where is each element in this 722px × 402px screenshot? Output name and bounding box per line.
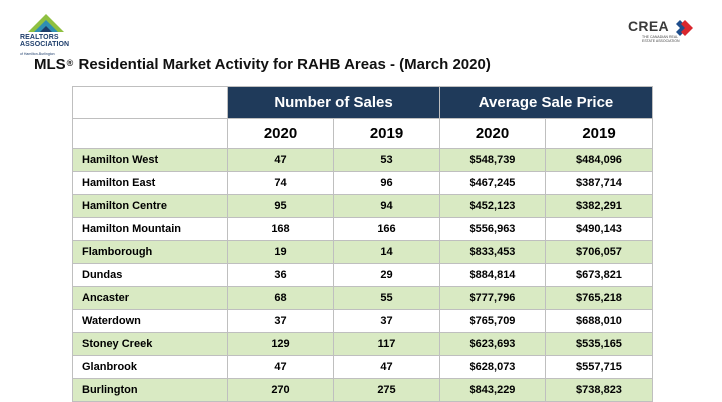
area-name: Burlington: [72, 378, 228, 402]
price-2020: $843,229: [439, 378, 546, 402]
sales-2019: 37: [333, 309, 440, 333]
area-name: Hamilton Mountain: [72, 217, 228, 241]
sales-2019: 47: [333, 355, 440, 379]
price-2020: $556,963: [439, 217, 546, 241]
price-2019: $688,010: [545, 309, 653, 333]
price-2019: $738,823: [545, 378, 653, 402]
rahb-brand-line2: ASSOCIATION: [20, 41, 70, 48]
title-prefix: MLS: [34, 56, 66, 73]
crea-wordmark: CREA: [628, 18, 669, 34]
crea-arrow-logo-icon: [676, 20, 693, 36]
price-2019: $535,165: [545, 332, 653, 356]
sales-2020: 68: [227, 286, 334, 310]
sales-2020: 168: [227, 217, 334, 241]
price-2019: $382,291: [545, 194, 653, 218]
price-2019: $765,218: [545, 286, 653, 310]
area-name: Hamilton East: [72, 171, 228, 195]
sales-2019: 96: [333, 171, 440, 195]
table-row: Hamilton West 47 53 $548,739 $484,096: [72, 148, 653, 172]
area-name: Hamilton West: [72, 148, 228, 172]
price-2020: $765,709: [439, 309, 546, 333]
group-header-sales: Number of Sales: [227, 86, 440, 119]
table-row: Dundas 36 29 $884,814 $673,821: [72, 263, 653, 287]
table-row: Burlington 270 275 $843,229 $738,823: [72, 378, 653, 402]
price-2020: $628,073: [439, 355, 546, 379]
market-activity-table: Number of Sales Average Sale Price 2020 …: [72, 86, 653, 402]
price-2019: $387,714: [545, 171, 653, 195]
price-2019: $706,057: [545, 240, 653, 264]
sales-2019: 275: [333, 378, 440, 402]
price-2019: $673,821: [545, 263, 653, 287]
area-name: Waterdown: [72, 309, 228, 333]
rahb-logo: REALTORS ASSOCIATION of Hamilton-Burling…: [20, 12, 72, 60]
table-row: Hamilton Centre 95 94 $452,123 $382,291: [72, 194, 653, 218]
area-name: Flamborough: [72, 240, 228, 264]
price-2020: $884,814: [439, 263, 546, 287]
year-blank-cell: [72, 118, 228, 149]
sales-2020: 129: [227, 332, 334, 356]
table-row: Ancaster 68 55 $777,796 $765,218: [72, 286, 653, 310]
area-name: Ancaster: [72, 286, 228, 310]
crea-logo: CREA The Canadian Real Estate Associatio…: [628, 18, 700, 50]
year-header-price-2020: 2020: [439, 118, 546, 149]
sales-2019: 55: [333, 286, 440, 310]
price-2020: $548,739: [439, 148, 546, 172]
price-2020: $467,245: [439, 171, 546, 195]
area-name: Dundas: [72, 263, 228, 287]
area-name: Stoney Creek: [72, 332, 228, 356]
year-header-sales-2020: 2020: [227, 118, 334, 149]
sales-2020: 47: [227, 148, 334, 172]
sales-2020: 36: [227, 263, 334, 287]
sales-2020: 19: [227, 240, 334, 264]
area-name: Glanbrook: [72, 355, 228, 379]
price-2020: $777,796: [439, 286, 546, 310]
price-2020: $452,123: [439, 194, 546, 218]
sales-2020: 37: [227, 309, 334, 333]
year-header-price-2019: 2019: [545, 118, 653, 149]
area-name: Hamilton Centre: [72, 194, 228, 218]
crea-subtitle: The Canadian Real Estate Association: [642, 35, 680, 43]
sales-2019: 14: [333, 240, 440, 264]
table-row: Hamilton East 74 96 $467,245 $387,714: [72, 171, 653, 195]
price-2020: $833,453: [439, 240, 546, 264]
table-row: Glanbrook 47 47 $628,073 $557,715: [72, 355, 653, 379]
sales-2019: 53: [333, 148, 440, 172]
header-blank-cell: [72, 86, 228, 119]
table-row: Waterdown 37 37 $765,709 $688,010: [72, 309, 653, 333]
sales-2020: 74: [227, 171, 334, 195]
year-header-sales-2019: 2019: [333, 118, 440, 149]
price-2020: $623,693: [439, 332, 546, 356]
rahb-logo-text: REALTORS ASSOCIATION: [20, 34, 80, 48]
sales-2019: 94: [333, 194, 440, 218]
price-2019: $557,715: [545, 355, 653, 379]
rahb-tagline: of Hamilton-Burlington: [20, 52, 55, 56]
sales-2019: 166: [333, 217, 440, 241]
group-header-price: Average Sale Price: [439, 86, 653, 119]
table-row: Hamilton Mountain 168 166 $556,963 $490,…: [72, 217, 653, 241]
sales-2020: 95: [227, 194, 334, 218]
rahb-brand-line1: REALTORS: [20, 34, 59, 41]
title-text: Residential Market Activity for RAHB Are…: [78, 56, 491, 73]
price-2019: $484,096: [545, 148, 653, 172]
registered-mark: ®: [66, 58, 74, 68]
sales-2020: 270: [227, 378, 334, 402]
sales-2019: 117: [333, 332, 440, 356]
sales-2020: 47: [227, 355, 334, 379]
page-title: MLS® Residential Market Activity for RAH…: [34, 56, 491, 73]
house-roof-logo-icon: [28, 14, 64, 32]
table-row: Flamborough 19 14 $833,453 $706,057: [72, 240, 653, 264]
table-row: Stoney Creek 129 117 $623,693 $535,165: [72, 332, 653, 356]
price-2019: $490,143: [545, 217, 653, 241]
sales-2019: 29: [333, 263, 440, 287]
